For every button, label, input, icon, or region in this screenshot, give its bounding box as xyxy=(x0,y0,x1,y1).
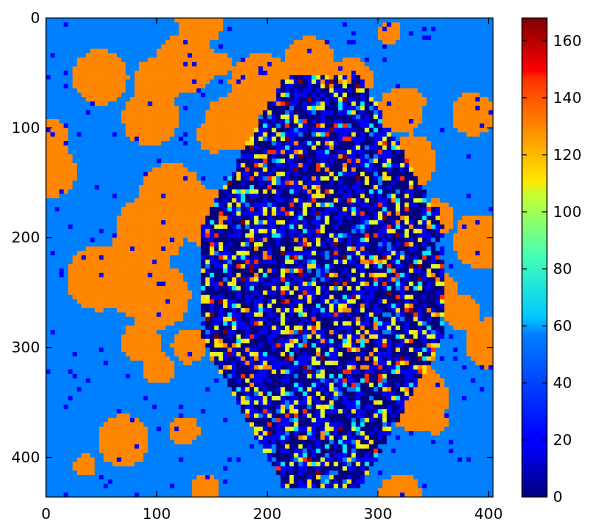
colorbar-tick-label: 80 xyxy=(553,260,572,278)
x-tick-label: 200 xyxy=(253,505,282,523)
colorbar-axis: 0 20 40 60 80 100 120 140 160 xyxy=(522,32,582,506)
x-tick-label: 100 xyxy=(142,505,171,523)
colorbar-tick-label: 140 xyxy=(553,89,582,107)
colorbar-tick-label: 100 xyxy=(553,203,582,221)
y-tick-label: 200 xyxy=(11,229,40,247)
colorbar-tick-label: 120 xyxy=(553,146,582,164)
colorbar-tick-label: 60 xyxy=(553,317,572,335)
colorbar-tick-label: 160 xyxy=(553,32,582,50)
colorbar-tick-label: 20 xyxy=(553,431,572,449)
colorbar-tick-label: 0 xyxy=(553,488,563,506)
y-tick-label: 0 xyxy=(30,9,40,27)
colorbar xyxy=(521,17,548,498)
x-tick-label: 300 xyxy=(364,505,393,523)
colorbar-tick-label: 40 xyxy=(553,374,572,392)
x-tick-label: 0 xyxy=(41,505,51,523)
y-tick-label: 100 xyxy=(11,119,40,137)
y-tick-label: 400 xyxy=(11,448,40,466)
y-tick-label: 300 xyxy=(11,339,40,357)
x-axis: 0 100 200 300 400 xyxy=(41,18,503,523)
x-tick-label: 400 xyxy=(474,505,503,523)
plot-frame xyxy=(45,17,494,498)
heatmap-image xyxy=(46,18,493,497)
y-axis: 0 100 200 300 400 xyxy=(11,9,493,466)
